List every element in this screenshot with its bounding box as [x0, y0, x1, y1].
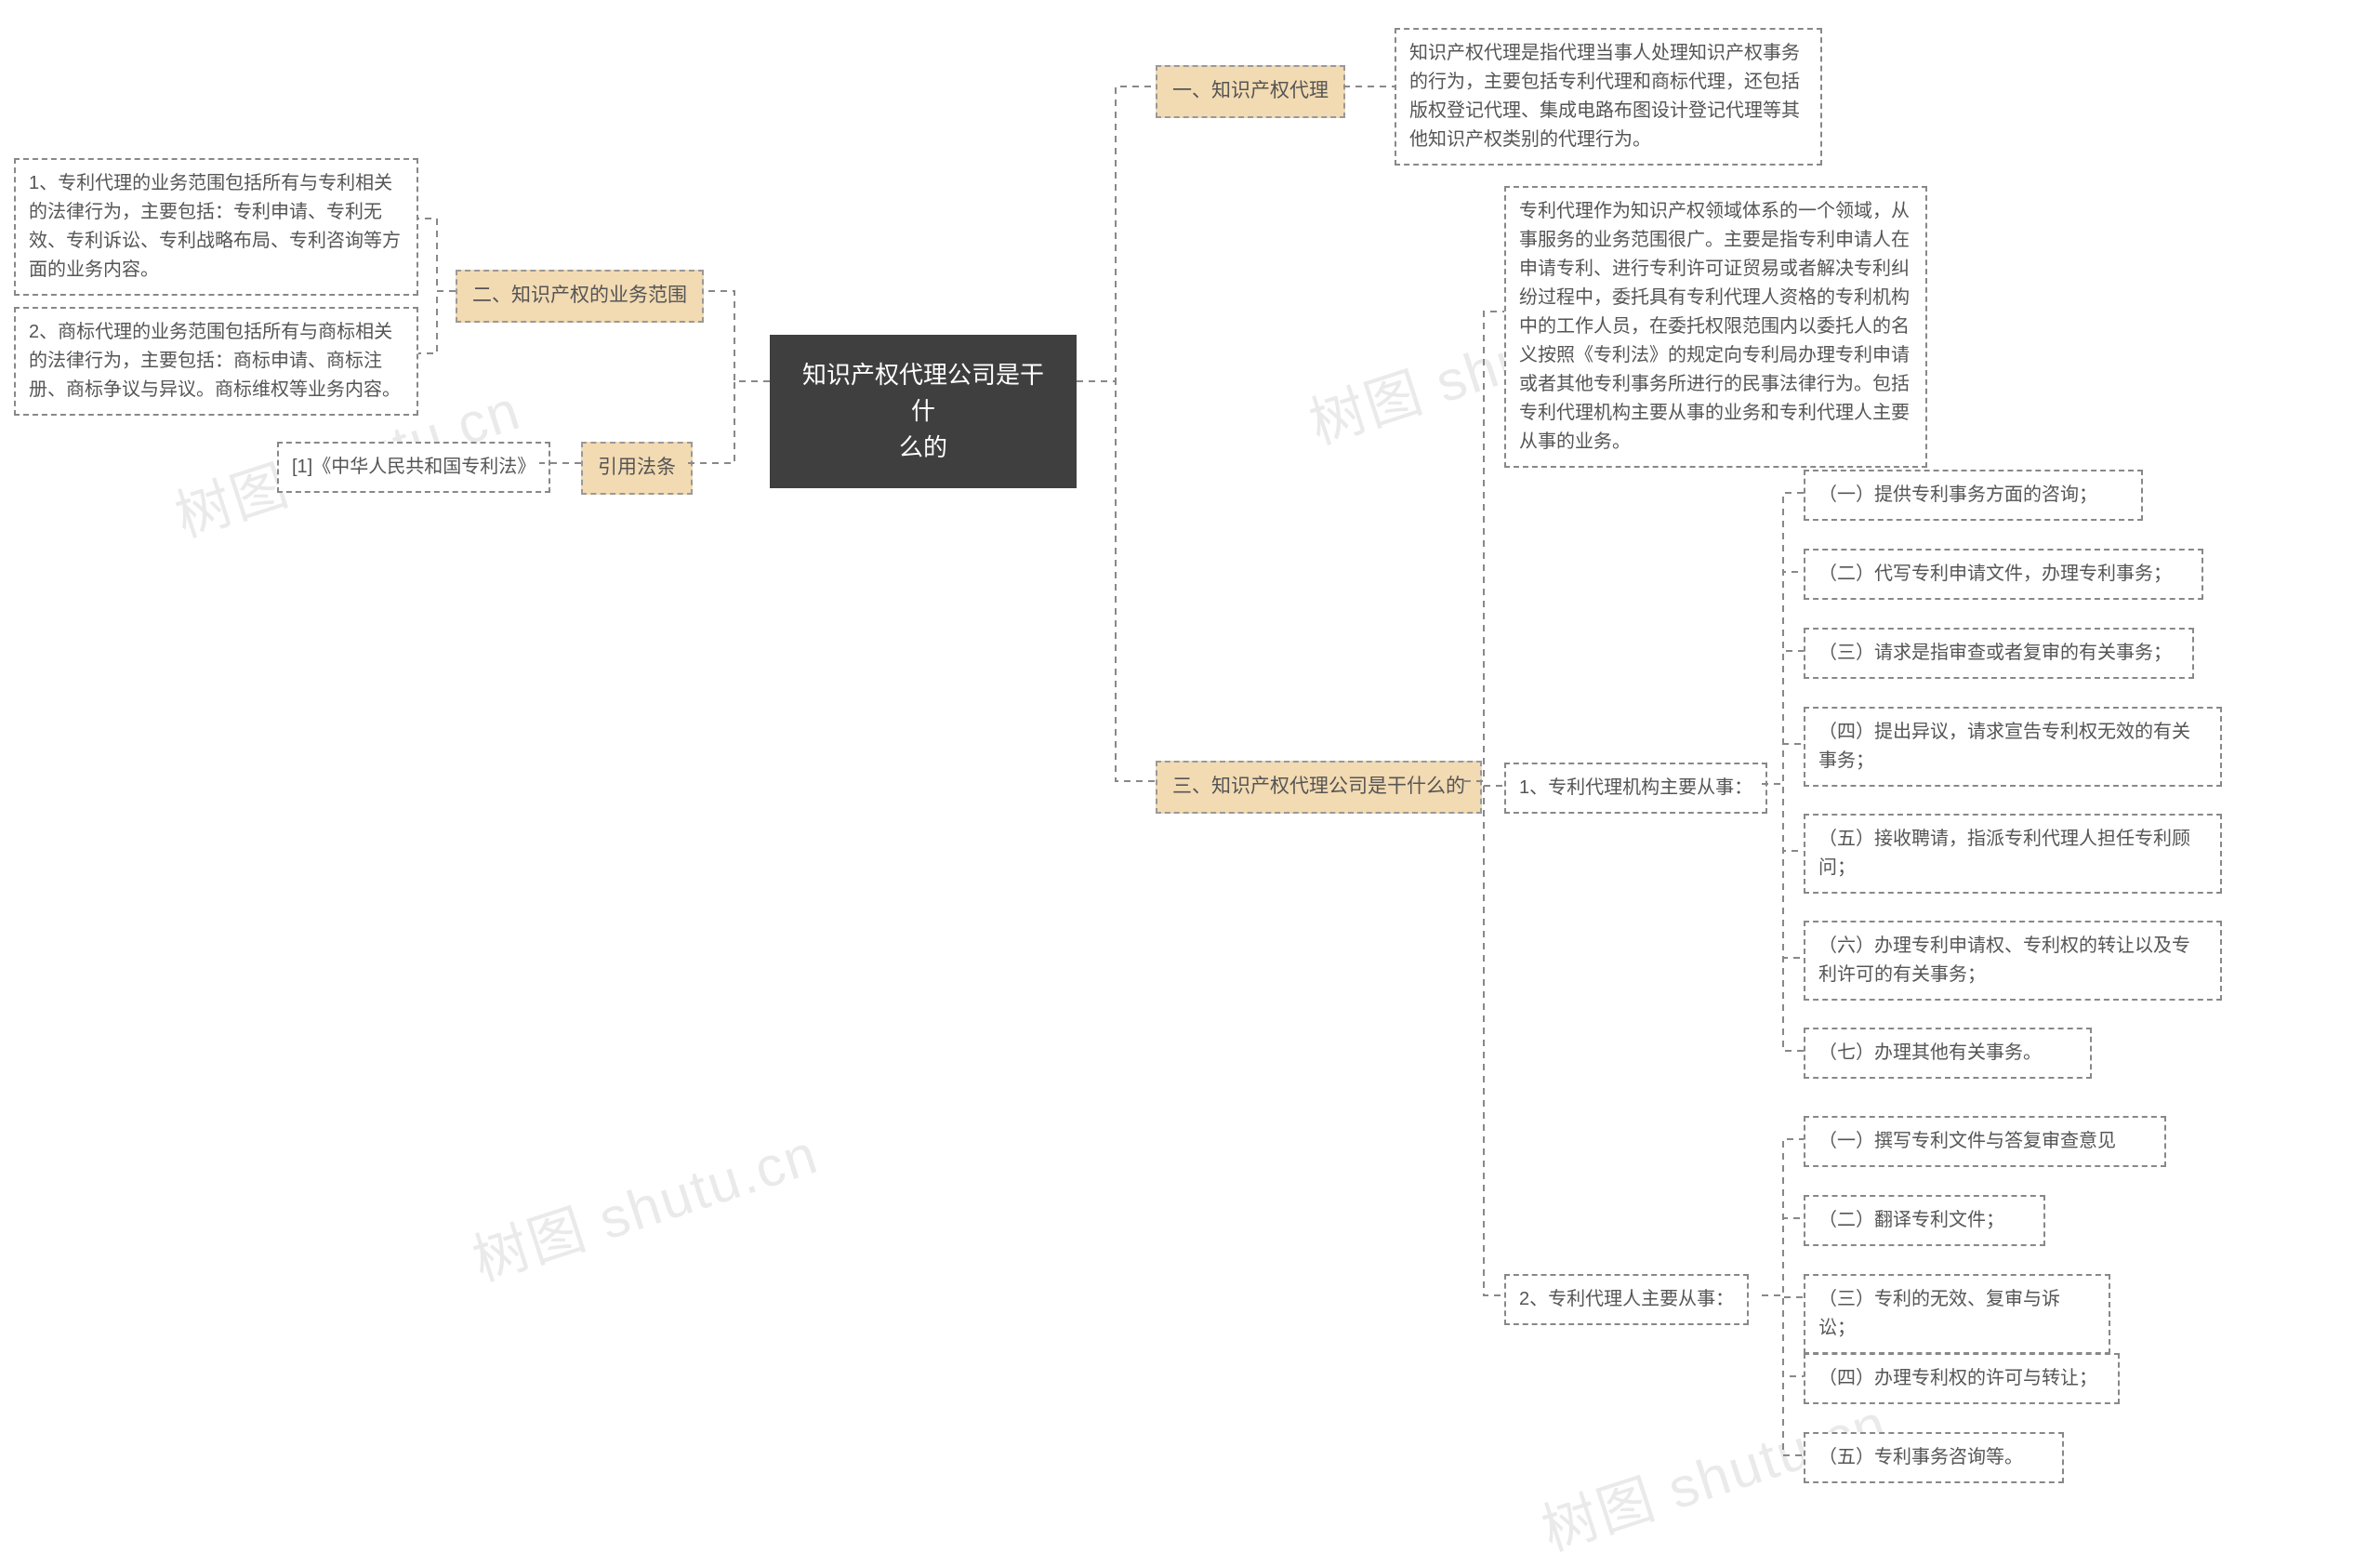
watermark: 树图 shutu.cn	[461, 1109, 827, 1297]
b2-item-1: 1、专利代理的业务范围包括所有与专利相关的法律行为，主要包括：专利申请、专利无效…	[14, 158, 418, 296]
root-node: 知识产权代理公司是干什 么的	[770, 335, 1077, 488]
branch-3: 三、知识产权代理公司是干什么的	[1156, 761, 1482, 814]
b3-s1-item-7: （七）办理其他有关事务。	[1804, 1028, 2092, 1079]
root-line1: 知识产权代理公司是干什	[802, 361, 1044, 425]
cite-item: [1]《中华人民共和国专利法》	[277, 442, 550, 493]
b3-s1-item-6: （六）办理专利申请权、专利权的转让以及专利许可的有关事务；	[1804, 921, 2222, 1001]
b3-s1-item-2: （二）代写专利申请文件，办理专利事务；	[1804, 549, 2203, 600]
b3-s2-item-4: （四）办理专利权的许可与转让；	[1804, 1353, 2120, 1404]
b3-s2-item-3: （三）专利的无效、复审与诉讼；	[1804, 1274, 2110, 1354]
branch-3-sub2: 2、专利代理人主要从事：	[1504, 1274, 1749, 1325]
b3-s1-item-1: （一）提供专利事务方面的咨询；	[1804, 470, 2143, 521]
branch-2: 二、知识产权的业务范围	[456, 270, 704, 323]
branch-3-sub1: 1、专利代理机构主要从事：	[1504, 763, 1767, 814]
b3-s2-item-1: （一）撰写专利文件与答复审查意见	[1804, 1116, 2166, 1167]
branch-1: 一、知识产权代理	[1156, 65, 1345, 118]
branch-3-desc: 专利代理作为知识产权领域体系的一个领域，从事服务的业务范围很广。主要是指专利申请…	[1504, 186, 1927, 468]
b3-s1-item-5: （五）接收聘请，指派专利代理人担任专利顾问；	[1804, 814, 2222, 894]
b3-s1-item-4: （四）提出异议，请求宣告专利权无效的有关事务；	[1804, 707, 2222, 787]
root-line2: 么的	[899, 433, 947, 461]
branch-1-desc: 知识产权代理是指代理当事人处理知识产权事务的行为，主要包括专利代理和商标代理，还…	[1395, 28, 1822, 166]
b2-item-2: 2、商标代理的业务范围包括所有与商标相关的法律行为，主要包括：商标申请、商标注册…	[14, 307, 418, 416]
b3-s2-item-2: （二）翻译专利文件；	[1804, 1195, 2045, 1246]
b3-s2-item-5: （五）专利事务咨询等。	[1804, 1432, 2064, 1483]
b3-s1-item-3: （三）请求是指审查或者复审的有关事务；	[1804, 628, 2194, 679]
branch-cite: 引用法条	[581, 442, 693, 495]
